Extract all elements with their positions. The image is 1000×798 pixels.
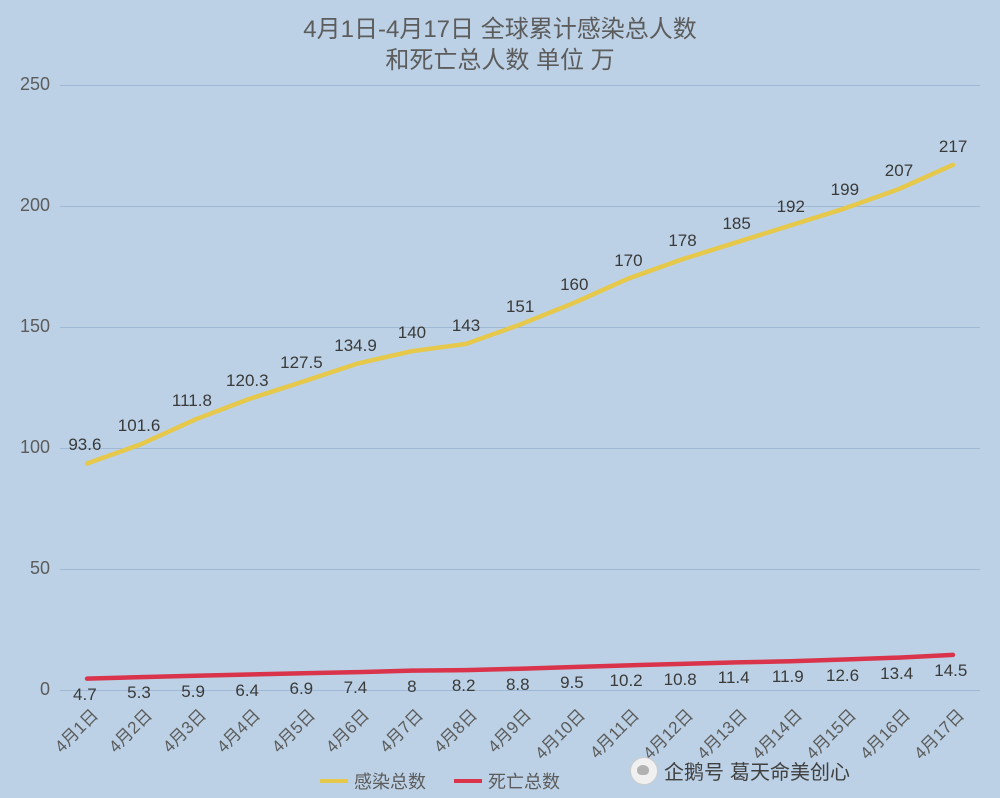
data-label: 11.9 [772, 667, 804, 687]
data-label: 5.9 [181, 682, 205, 702]
data-label: 151 [506, 297, 534, 317]
data-label: 101.6 [118, 416, 161, 436]
data-label: 185 [722, 214, 750, 234]
legend-item: 死亡总数 [454, 768, 560, 794]
data-label: 120.3 [226, 371, 269, 391]
data-label: 140 [398, 323, 426, 343]
data-label: 8 [407, 677, 416, 697]
data-label: 12.6 [826, 666, 859, 686]
legend-item: 感染总数 [320, 768, 426, 794]
data-label: 143 [452, 316, 480, 336]
data-label: 127.5 [280, 353, 323, 373]
data-label: 14.5 [934, 661, 967, 681]
data-label: 4.7 [73, 685, 97, 705]
data-label: 134.9 [334, 336, 377, 356]
legend-swatch [454, 779, 482, 783]
chart-legend: 感染总数 死亡总数 [320, 768, 560, 794]
data-label: 9.5 [560, 673, 584, 693]
data-label: 8.8 [506, 675, 530, 695]
data-label: 111.8 [172, 391, 212, 411]
watermark-prefix: 企鹅号 [664, 756, 724, 785]
data-label: 199 [831, 180, 859, 200]
data-label: 192 [777, 197, 805, 217]
data-label: 5.3 [127, 683, 151, 703]
data-label: 160 [560, 275, 588, 295]
line-chart: 4月1日-4月17日 全球累计感染总人数 和死亡总人数 单位 万 0501001… [0, 0, 1000, 798]
data-label: 178 [668, 231, 696, 251]
data-label: 10.8 [664, 670, 697, 690]
penguin-icon [630, 757, 658, 785]
data-label: 11.4 [718, 668, 750, 688]
data-label: 170 [614, 251, 642, 271]
data-label: 6.9 [290, 679, 314, 699]
data-label: 7.4 [344, 678, 368, 698]
watermark: 企鹅号 葛天命美创心 [630, 756, 850, 785]
data-label: 13.4 [880, 664, 913, 684]
data-label: 207 [885, 161, 913, 181]
data-label: 217 [939, 137, 967, 157]
watermark-author: 葛天命美创心 [730, 756, 850, 785]
data-label: 93.6 [68, 435, 101, 455]
data-label: 10.2 [610, 671, 643, 691]
data-label: 6.4 [235, 681, 259, 701]
legend-label: 死亡总数 [488, 768, 560, 794]
legend-label: 感染总数 [354, 768, 426, 794]
legend-swatch [320, 779, 348, 783]
data-label: 8.2 [452, 676, 476, 696]
